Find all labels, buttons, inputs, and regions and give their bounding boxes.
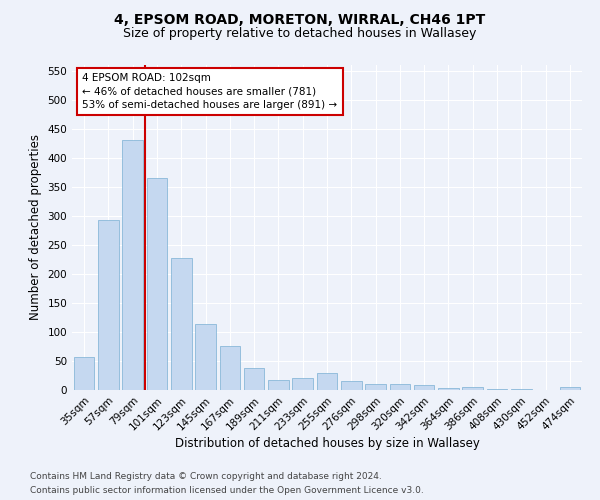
Text: 4, EPSOM ROAD, MORETON, WIRRAL, CH46 1PT: 4, EPSOM ROAD, MORETON, WIRRAL, CH46 1PT xyxy=(115,12,485,26)
Bar xyxy=(195,324,216,390)
Bar xyxy=(317,373,337,390)
Bar xyxy=(146,178,167,390)
Text: Contains public sector information licensed under the Open Government Licence v3: Contains public sector information licen… xyxy=(30,486,424,495)
Bar xyxy=(560,387,580,390)
Bar xyxy=(122,140,143,390)
Bar xyxy=(438,388,459,390)
Bar xyxy=(389,384,410,390)
Y-axis label: Number of detached properties: Number of detached properties xyxy=(29,134,42,320)
Bar xyxy=(74,357,94,390)
Bar xyxy=(268,380,289,390)
Text: Contains HM Land Registry data © Crown copyright and database right 2024.: Contains HM Land Registry data © Crown c… xyxy=(30,472,382,481)
Bar xyxy=(365,384,386,390)
Bar xyxy=(244,368,265,390)
Bar xyxy=(341,380,362,390)
X-axis label: Distribution of detached houses by size in Wallasey: Distribution of detached houses by size … xyxy=(175,438,479,450)
Bar xyxy=(98,220,119,390)
Bar xyxy=(463,387,483,390)
Text: 4 EPSOM ROAD: 102sqm
← 46% of detached houses are smaller (781)
53% of semi-deta: 4 EPSOM ROAD: 102sqm ← 46% of detached h… xyxy=(82,73,337,110)
Bar xyxy=(220,346,240,390)
Text: Size of property relative to detached houses in Wallasey: Size of property relative to detached ho… xyxy=(124,28,476,40)
Bar xyxy=(171,258,191,390)
Bar xyxy=(414,386,434,390)
Bar xyxy=(292,378,313,390)
